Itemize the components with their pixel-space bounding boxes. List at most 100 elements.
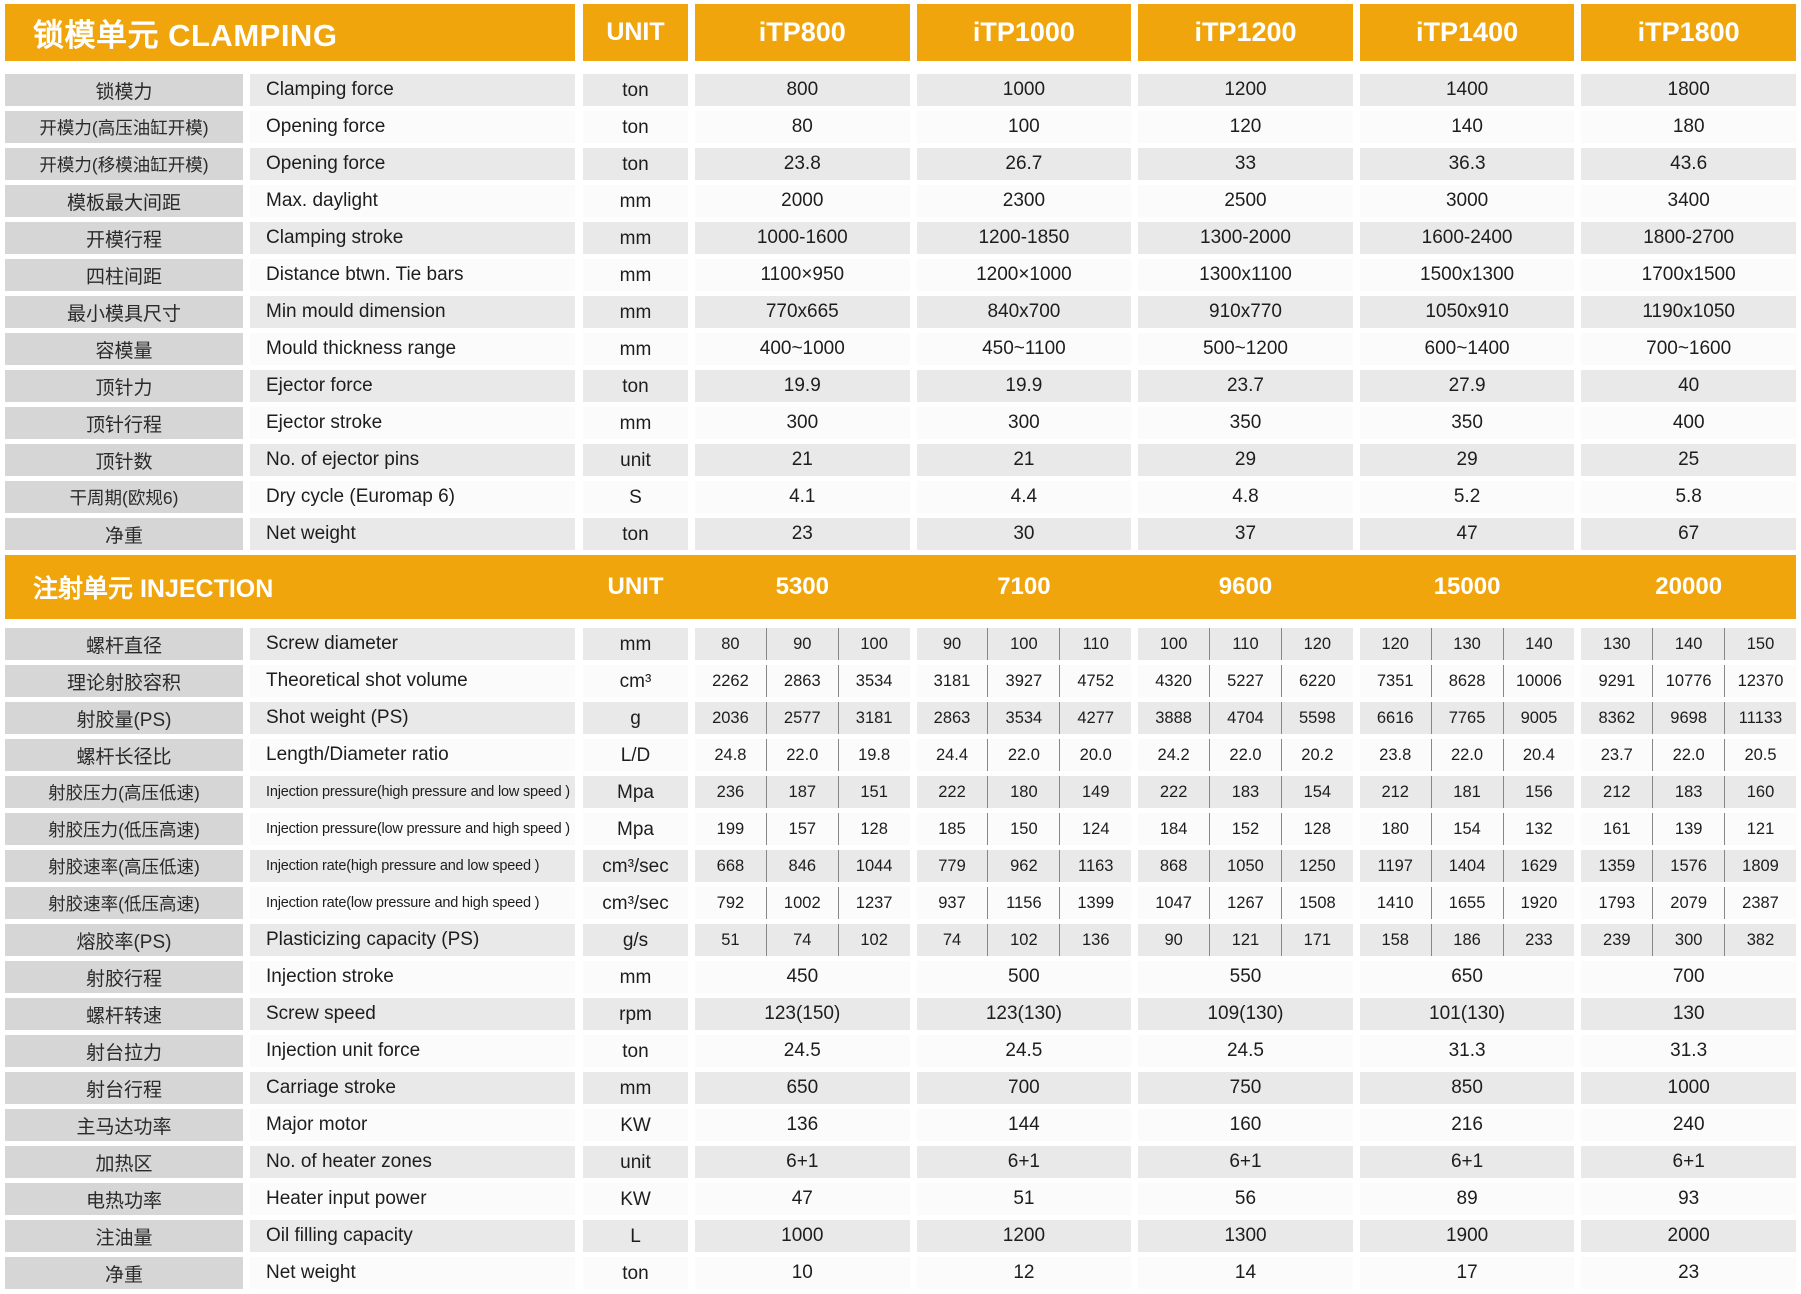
value-cell: 6616 — [1376, 708, 1414, 727]
model-group: 1793 2079 2387 — [1581, 887, 1796, 919]
value-cell: 161 — [1603, 819, 1631, 838]
value-cell: 2036 — [712, 708, 749, 727]
value-cell: 1809 — [1724, 850, 1796, 882]
value-cell: 24.8 — [714, 745, 747, 764]
value-cell: 9698 — [1652, 702, 1724, 734]
model-group: 89 — [1359, 1183, 1575, 1215]
injection-header: 注射单元 INJECTION UNIT 5300 7100 9600 15000 200… — [5, 555, 1796, 619]
value-cell: 600~1400 — [1424, 338, 1510, 359]
row-unit: mm — [583, 407, 688, 439]
model-group: 51 — [916, 1183, 1132, 1215]
model-group: 850 — [1359, 1072, 1575, 1104]
row-label-cn: 注油量 — [5, 1220, 243, 1252]
value-cell: 128 — [837, 813, 910, 845]
injection-row: 螺杆长径比 Length/Diameter ratio L/D 24.8 22.0 19.… — [5, 739, 1796, 771]
value-cell: 1002 — [765, 887, 838, 919]
model-group: 770x665 — [695, 296, 910, 328]
model-group: 2000 — [695, 185, 910, 217]
value-cell: 140 — [1652, 628, 1724, 660]
injection-capacity-header-15000: 15000 — [1433, 573, 1501, 600]
model-group: 4.8 — [1138, 481, 1353, 513]
model-group: 2300 — [916, 185, 1132, 217]
value-cell: 180 — [987, 776, 1059, 808]
model-group: 10 — [695, 1257, 910, 1289]
model-group: 24.8 22.0 19.8 — [695, 739, 910, 771]
value-cell: 20.4 — [1502, 739, 1575, 771]
value-cell: 90 — [1164, 930, 1183, 949]
value-cell: 5598 — [1280, 702, 1353, 734]
model-group: 23.7 22.0 20.5 — [1581, 739, 1796, 771]
value-cell: 300 — [1008, 412, 1040, 433]
model-group: 700 — [1581, 961, 1796, 993]
model-group: 140 — [1359, 111, 1575, 143]
model-group: 29 — [1138, 444, 1353, 476]
model-group: 120 — [1138, 111, 1353, 143]
value-cell: 962 — [987, 850, 1059, 882]
model-group: 1000-1600 — [695, 222, 910, 254]
row-label-en: Injection pressure(high pressure and low… — [250, 776, 575, 808]
model-group: 6+1 — [1138, 1146, 1353, 1178]
row-unit: Mpa — [583, 776, 688, 808]
value-cell: 24.5 — [1005, 1040, 1043, 1061]
value-cell: 850 — [1451, 1077, 1483, 1098]
row-unit: g — [583, 702, 688, 734]
value-cell: 1050x910 — [1425, 301, 1509, 322]
row-label-en: Plasticizing capacity (PS) — [250, 924, 575, 956]
clamping-row: 锁模力 Clamping force ton 800 1000 1200 1400 1800 — [5, 74, 1796, 106]
injection-row: 主马达功率 Major motor KW 136 144 160 216 240 — [5, 1109, 1796, 1141]
value-cell: 700~1600 — [1646, 338, 1732, 359]
value-cell: 3927 — [987, 665, 1059, 697]
model-group: 24.5 — [1138, 1035, 1353, 1067]
model-group: 23.8 — [695, 148, 910, 180]
value-cell: 10006 — [1502, 665, 1575, 697]
injection-row: 加热区 No. of heater zones unit 6+1 6+1 6+1 6+1 6+… — [5, 1146, 1796, 1178]
model-group: 4.4 — [916, 481, 1132, 513]
row-label-en: Injection rate(low pressure and high spe… — [250, 887, 575, 919]
model-group: 668 846 1044 — [695, 850, 910, 882]
model-group: 400 — [1581, 407, 1796, 439]
value-cell: 4.1 — [789, 486, 816, 507]
value-cell: 1700x1500 — [1641, 264, 1736, 285]
value-cell: 1500x1300 — [1420, 264, 1515, 285]
value-cell: 187 — [765, 776, 838, 808]
value-cell: 1900 — [1445, 1225, 1489, 1246]
value-cell: 1000-1600 — [756, 227, 848, 248]
row-label-en: Net weight — [250, 1257, 575, 1289]
value-cell: 779 — [938, 856, 966, 875]
model-group: 6+1 — [1581, 1146, 1796, 1178]
value-cell: 40 — [1678, 375, 1700, 396]
value-cell: 20.2 — [1280, 739, 1353, 771]
injection-row: 螺杆转速 Screw speed rpm 123(150) 123(130) 109(13… — [5, 998, 1796, 1030]
row-label-cn: 螺杆长径比 — [5, 739, 243, 771]
value-cell: 23 — [791, 523, 813, 544]
value-cell: 74 — [942, 930, 962, 949]
value-cell: 792 — [716, 893, 745, 912]
model-group: 700~1600 — [1581, 333, 1796, 365]
value-cell: 160 — [1724, 776, 1796, 808]
model-group: 840x700 — [916, 296, 1132, 328]
injection-row: 射台拉力 Injection unit force ton 24.5 24.5 24.5 3… — [5, 1035, 1796, 1067]
value-cell: 19.8 — [837, 739, 910, 771]
model-group: 40 — [1581, 370, 1796, 402]
value-cell: 23.7 — [1226, 375, 1264, 396]
value-cell: 1190x1050 — [1642, 301, 1735, 322]
row-label-cn: 开模力(移模油缸开模) — [5, 148, 243, 180]
value-cell: 216 — [1451, 1114, 1483, 1135]
value-cell: 184 — [1159, 819, 1188, 838]
row-label-cn: 净重 — [5, 518, 243, 550]
model-group: 910x770 — [1138, 296, 1353, 328]
value-cell: 1163 — [1059, 850, 1131, 882]
clamping-row: 净重 Net weight ton 23 30 37 47 67 — [5, 518, 1796, 550]
value-cell: 3534 — [837, 665, 910, 697]
row-unit: rpm — [583, 998, 688, 1030]
model-group: 19.9 — [916, 370, 1132, 402]
value-cell: 100 — [987, 628, 1059, 660]
value-cell: 29 — [1456, 449, 1478, 470]
value-cell: 910x770 — [1209, 301, 1282, 322]
value-cell: 22.0 — [1652, 739, 1724, 771]
row-label-en: Opening force — [250, 148, 575, 180]
model-group: 700 — [916, 1072, 1132, 1104]
injection-row: 螺杆直径 Screw diameter mm 80 90 100 90 100 110 100 11… — [5, 628, 1796, 660]
value-cell: 4752 — [1059, 665, 1131, 697]
value-cell: 1359 — [1598, 856, 1636, 875]
